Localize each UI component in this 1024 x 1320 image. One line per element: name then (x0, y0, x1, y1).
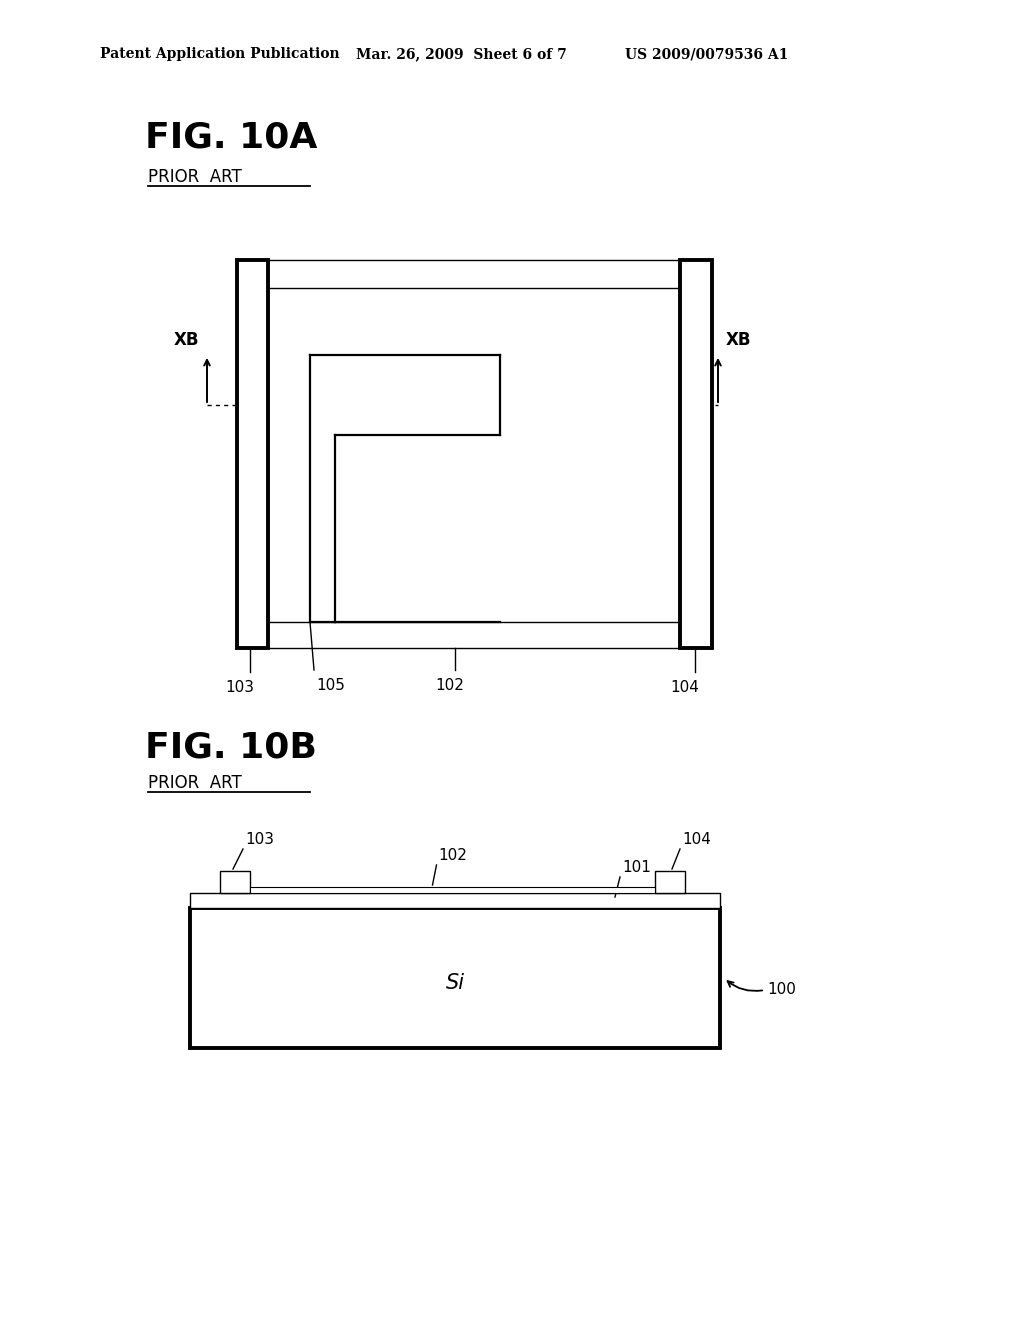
Text: 103: 103 (245, 832, 274, 847)
Text: FIG. 10A: FIG. 10A (145, 120, 317, 154)
Text: 102: 102 (438, 847, 467, 863)
Bar (237, 260, 268, 648)
Text: 100: 100 (767, 982, 796, 998)
Bar (220, 871, 250, 894)
Text: 103: 103 (225, 680, 255, 696)
Text: 101: 101 (622, 861, 651, 875)
Text: PRIOR  ART: PRIOR ART (148, 774, 242, 792)
Text: PRIOR  ART: PRIOR ART (148, 168, 242, 186)
Text: 105: 105 (316, 678, 345, 693)
Text: 102: 102 (435, 678, 465, 693)
Text: US 2009/0079536 A1: US 2009/0079536 A1 (625, 48, 788, 61)
Bar (190, 908, 720, 1048)
Text: FIG. 10B: FIG. 10B (145, 730, 316, 764)
Text: XB: XB (726, 331, 752, 348)
Bar (680, 260, 712, 648)
Bar (190, 894, 720, 908)
Text: 104: 104 (682, 832, 711, 847)
Text: Si: Si (445, 973, 465, 993)
Bar (250, 887, 655, 894)
Text: XB: XB (173, 331, 199, 348)
Text: Mar. 26, 2009  Sheet 6 of 7: Mar. 26, 2009 Sheet 6 of 7 (356, 48, 566, 61)
Text: 104: 104 (671, 680, 699, 696)
Bar (655, 871, 685, 894)
Text: Patent Application Publication: Patent Application Publication (100, 48, 340, 61)
